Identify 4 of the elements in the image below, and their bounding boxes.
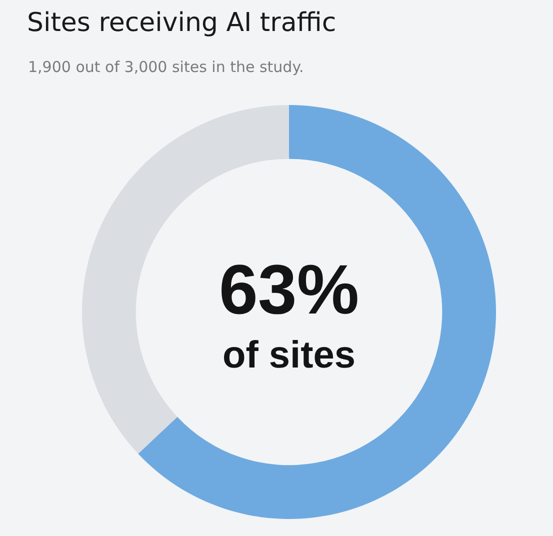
chart-subtitle: 1,900 out of 3,000 sites in the study. [28, 57, 304, 77]
text: of sites [222, 334, 356, 376]
chart-title: Sites receiving AI traffic [27, 7, 336, 39]
data-label: 63% [218, 250, 360, 328]
